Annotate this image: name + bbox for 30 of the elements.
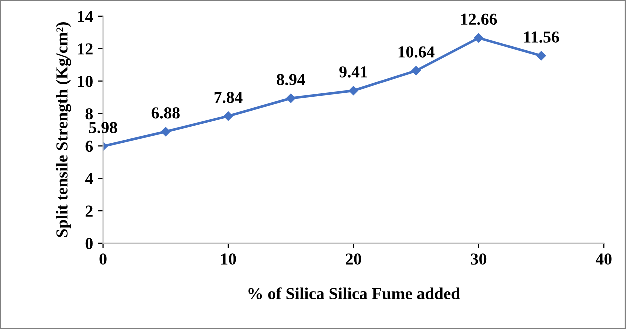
point: [286, 94, 296, 104]
x-tick-label: 10: [221, 254, 236, 265]
data-label: 8.94: [277, 74, 306, 86]
y-tick-label: 10: [78, 76, 93, 88]
data-label: 5.98: [89, 122, 118, 134]
point: [224, 112, 234, 121]
y-tick-label: 0: [86, 238, 93, 250]
y-tick-label: 12: [78, 44, 93, 55]
y-tick-label: 4: [85, 173, 94, 184]
x-tick-label: 0: [100, 254, 107, 265]
data-label: 11.56: [524, 32, 560, 43]
data-label: 12.66: [461, 14, 498, 26]
x-tick-label: 20: [346, 254, 362, 265]
x-axis-title: % of Silica Silica Fume added: [248, 288, 460, 300]
x-tick-label: 40: [596, 254, 612, 265]
data-label: 6.88: [152, 108, 180, 119]
data-label: 10.64: [398, 46, 435, 58]
data-label: 9.41: [340, 66, 368, 78]
y-axis-title: Split tensile Strength (Kg/cm²): [56, 22, 72, 238]
point: [536, 51, 546, 61]
y-tick-label: 2: [86, 206, 93, 217]
y-tick-label: 8: [86, 108, 94, 120]
point: [349, 86, 358, 96]
point: [474, 34, 484, 43]
point: [161, 127, 171, 137]
data-label: 7.84: [214, 92, 243, 104]
x-tick-label: 30: [471, 254, 487, 265]
y-tick-label: 6: [86, 140, 94, 152]
y-tick-label: 14: [78, 11, 94, 22]
point: [412, 66, 421, 76]
